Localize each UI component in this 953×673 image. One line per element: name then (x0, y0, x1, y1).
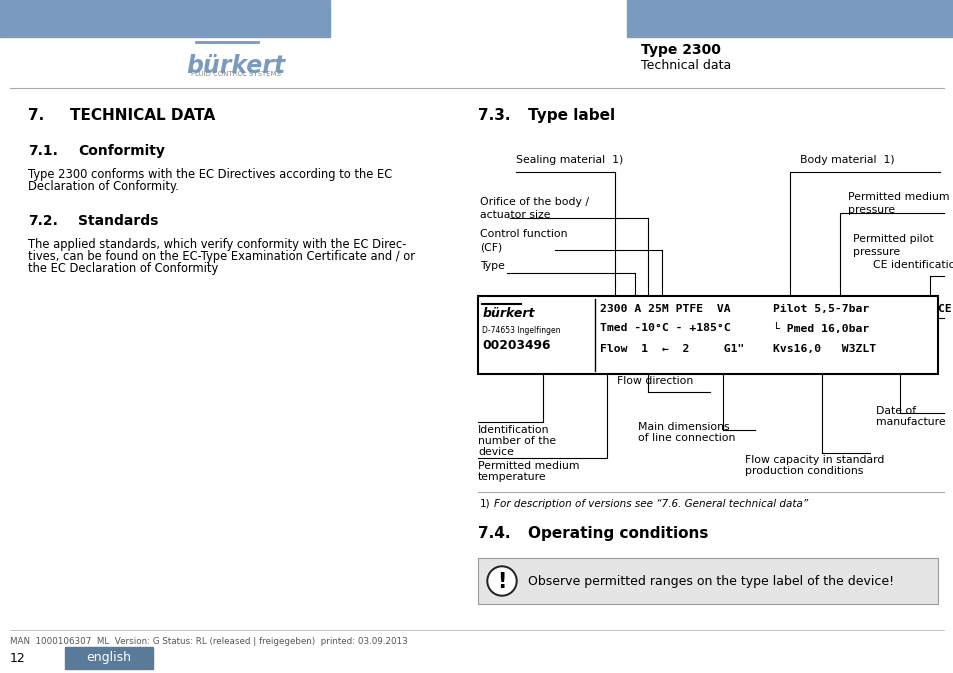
Text: 7.2.: 7.2. (28, 214, 58, 228)
Text: Permitted medium: Permitted medium (477, 461, 578, 471)
Text: Body material  1): Body material 1) (800, 155, 894, 165)
Text: Type label: Type label (527, 108, 615, 123)
Text: 7.: 7. (28, 108, 44, 123)
Text: Standards: Standards (78, 214, 158, 228)
Text: For description of versions see “7.6. General technical data”: For description of versions see “7.6. Ge… (494, 499, 807, 509)
Text: FLUID CONTROL SYSTEMS: FLUID CONTROL SYSTEMS (191, 71, 281, 77)
Text: Operating conditions: Operating conditions (527, 526, 708, 541)
Text: device: device (477, 447, 514, 457)
Text: 1): 1) (479, 499, 490, 509)
Text: Type: Type (479, 261, 504, 271)
Bar (626, 0, 953, 37)
Text: Sealing material  1): Sealing material 1) (516, 155, 622, 165)
Text: Main dimensions: Main dimensions (638, 422, 729, 432)
Text: manufacture: manufacture (875, 417, 944, 427)
Text: actuator size: actuator size (479, 210, 550, 220)
Text: Type 2300 conforms with the EC Directives according to the EC: Type 2300 conforms with the EC Directive… (28, 168, 392, 181)
Text: bürkert: bürkert (186, 54, 285, 78)
Text: 2300 A 25M PTFE  VA: 2300 A 25M PTFE VA (599, 304, 730, 314)
Text: └ Pmed 16,0bar: └ Pmed 16,0bar (772, 323, 868, 334)
Text: number of the: number of the (477, 436, 556, 446)
Text: temperature: temperature (477, 472, 546, 482)
Text: Type 2300: Type 2300 (640, 43, 720, 57)
Text: (CF): (CF) (479, 242, 501, 252)
Text: Permitted medium: Permitted medium (847, 192, 948, 202)
Circle shape (489, 568, 515, 594)
Text: Observe permitted ranges on the type label of the device!: Observe permitted ranges on the type lab… (527, 575, 893, 588)
Text: the EC Declaration of Conformity: the EC Declaration of Conformity (28, 262, 218, 275)
Text: pressure: pressure (852, 247, 900, 257)
Text: Flow capacity in standard: Flow capacity in standard (744, 455, 883, 465)
Text: 00203496: 00203496 (481, 339, 550, 352)
Text: tives, can be found on the EC-Type Examination Certificate and / or: tives, can be found on the EC-Type Exami… (28, 250, 415, 263)
Text: 12: 12 (10, 652, 26, 665)
Bar (477, 558, 937, 604)
Text: pressure: pressure (847, 205, 894, 215)
Text: !: ! (497, 572, 506, 592)
Text: Pilot 5,5-7bar          CE: Pilot 5,5-7bar CE (772, 304, 951, 314)
Text: of line connection: of line connection (638, 433, 735, 443)
Text: CE identification: CE identification (872, 260, 953, 270)
Text: The applied standards, which verify conformity with the EC Direc-: The applied standards, which verify conf… (28, 238, 406, 251)
Text: 7.1.: 7.1. (28, 144, 58, 158)
Text: Flow  1  ←  2     G1": Flow 1 ← 2 G1" (599, 344, 743, 354)
Text: Kvs16,0   W3ZLT: Kvs16,0 W3ZLT (772, 344, 875, 354)
Bar (477, 296, 937, 374)
Text: 7.4.: 7.4. (477, 526, 510, 541)
Text: MAN  1000106307  ML  Version: G Status: RL (released | freigegeben)  printed: 03: MAN 1000106307 ML Version: G Status: RL … (10, 637, 407, 646)
Text: Orifice of the body /: Orifice of the body / (479, 197, 588, 207)
Circle shape (486, 566, 517, 596)
Text: Technical data: Technical data (640, 59, 731, 72)
Text: Flow direction: Flow direction (617, 376, 693, 386)
Text: Declaration of Conformity.: Declaration of Conformity. (28, 180, 178, 193)
Text: Identification: Identification (477, 425, 549, 435)
Text: Permitted pilot: Permitted pilot (852, 234, 933, 244)
Text: bürkert: bürkert (482, 307, 535, 320)
Text: english: english (87, 651, 132, 664)
Text: TECHNICAL DATA: TECHNICAL DATA (70, 108, 215, 123)
Text: Control function: Control function (479, 229, 567, 239)
Text: production conditions: production conditions (744, 466, 862, 476)
Text: Date of: Date of (875, 406, 915, 416)
Text: D-74653 Ingelfingen: D-74653 Ingelfingen (481, 326, 560, 335)
Text: Conformity: Conformity (78, 144, 165, 158)
Text: Tmed -10°C - +185°C: Tmed -10°C - +185°C (599, 323, 730, 333)
Bar (65, 647, 152, 669)
Text: 7.3.: 7.3. (477, 108, 510, 123)
Bar (0, 0, 330, 37)
